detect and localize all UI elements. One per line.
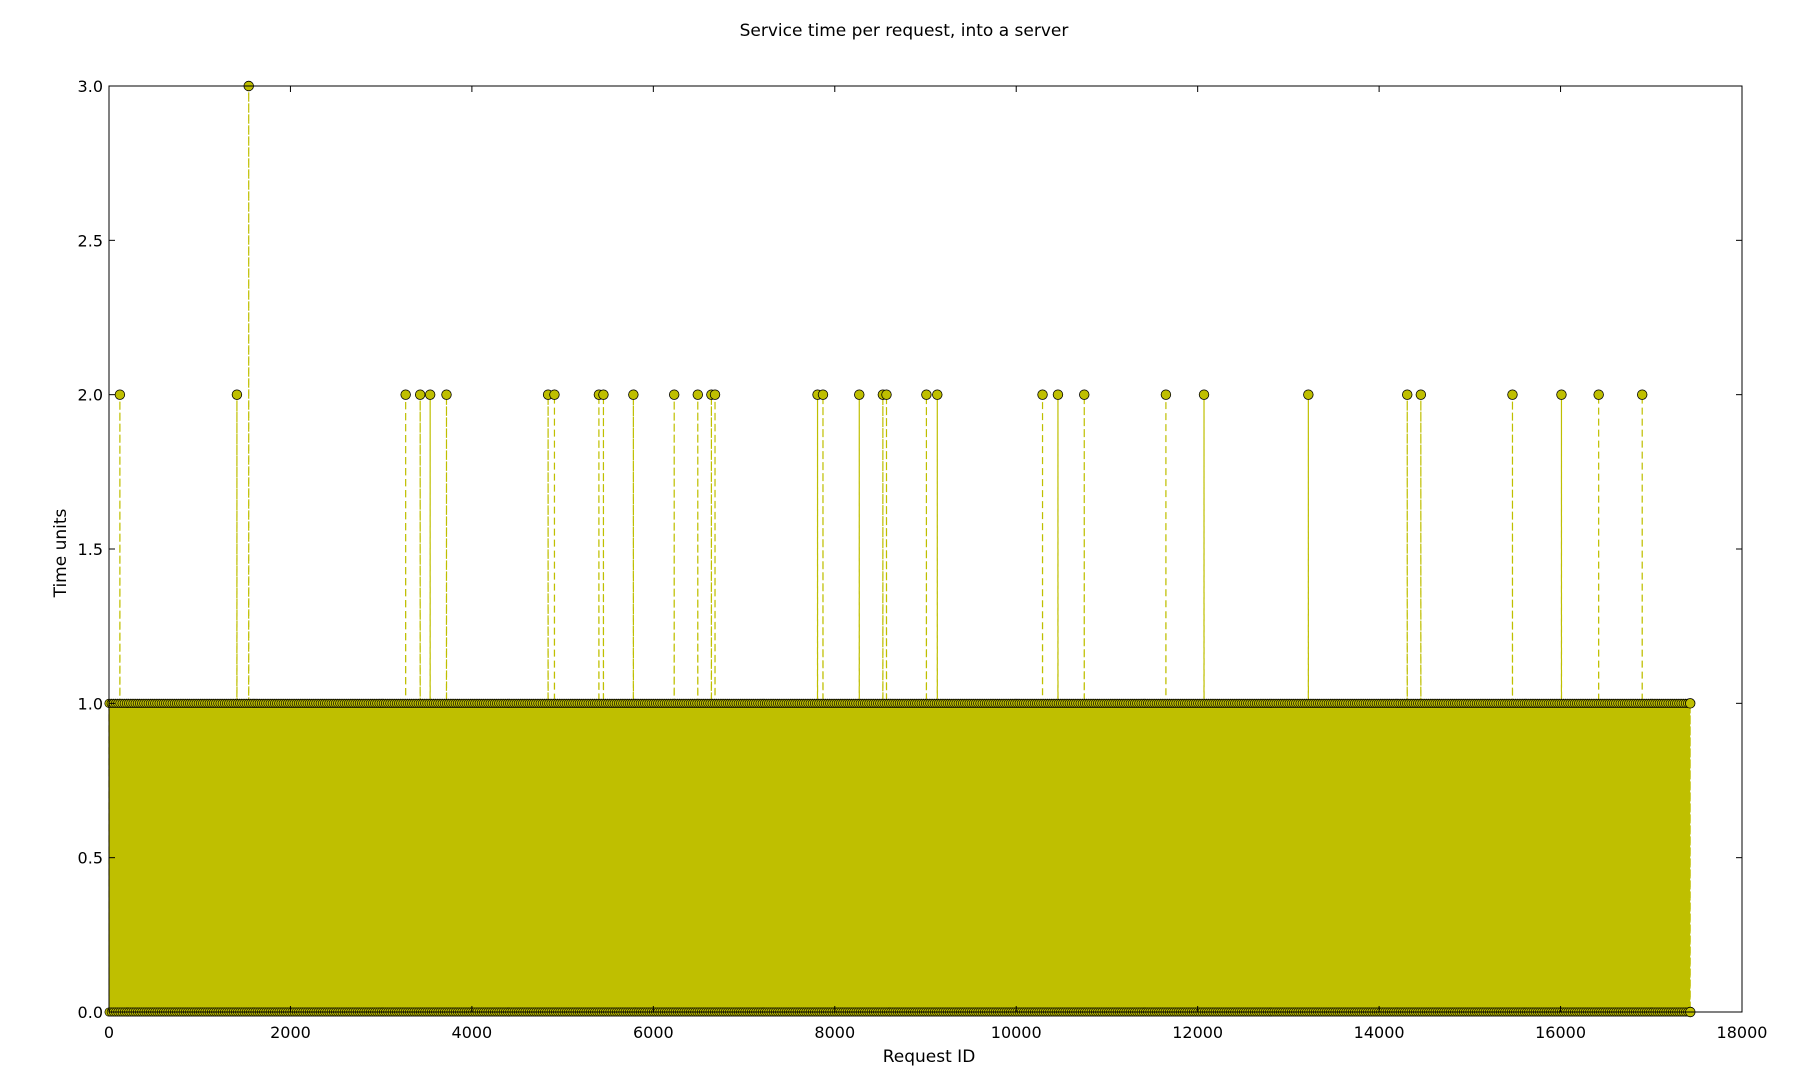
x-tick-label: 18000 (1717, 1023, 1768, 1042)
data-point-spike (441, 389, 452, 400)
data-point-spike (400, 389, 411, 400)
data-point-spike (692, 389, 703, 400)
y-tick-label: 0.0 (78, 1003, 103, 1022)
data-point-spike (1303, 389, 1314, 400)
data-point-spike (1037, 389, 1048, 400)
y-tick-label: 0.5 (78, 849, 103, 868)
y-axis-label: Time units (51, 508, 71, 598)
data-point-spike (817, 389, 829, 400)
data-point-spike (424, 389, 436, 400)
x-tick-label: 0 (104, 1023, 114, 1042)
data-point-spike (932, 389, 943, 400)
data-point-spike (921, 389, 932, 400)
x-tick-label: 16000 (1535, 1023, 1586, 1042)
x-tick-label: 14000 (1354, 1023, 1405, 1042)
data-point-spike (854, 389, 865, 400)
data-point-spike (1079, 389, 1090, 400)
y-tick-label: 2.5 (78, 231, 103, 250)
data-point-spike (549, 389, 560, 400)
x-tick-label: 8000 (814, 1023, 855, 1042)
data-point-spike (231, 389, 243, 400)
data-point-spike (881, 389, 892, 400)
data-point-spike (669, 389, 680, 400)
data-point-spike (1198, 389, 1210, 400)
y-tick-label: 3.0 (78, 77, 103, 96)
x-tick-label: 4000 (452, 1023, 493, 1042)
x-tick-label: 10000 (991, 1023, 1042, 1042)
x-axis-label: Request ID (883, 1047, 976, 1067)
data-point-spike (1637, 389, 1648, 400)
y-tick-label: 1.5 (78, 540, 103, 559)
y-axis: 0.0 0.5 1.0 1.5 2.0 2.5 3.0 (78, 77, 1742, 1022)
plot-area (104, 80, 1743, 1018)
x-tick-label: 12000 (1172, 1023, 1223, 1042)
x-axis: 0 2000 4000 6000 8000 10000 12000 14000 16000 180… (104, 86, 1768, 1042)
data-point-spike (628, 389, 639, 400)
y-tick-label: 2.0 (78, 386, 103, 405)
data-point-spike (1415, 389, 1427, 400)
data-point-spike (414, 389, 426, 400)
data-point-spike (1507, 389, 1518, 400)
data-point-spike (1402, 389, 1413, 400)
data-point-spike (1160, 389, 1172, 400)
data-point-spike (1052, 389, 1064, 400)
series-line (108, 85, 1691, 1013)
x-tick-label: 6000 (633, 1023, 674, 1042)
y-tick-label: 1.0 (78, 694, 103, 713)
data-point-spike (598, 389, 609, 400)
x-tick-label: 2000 (270, 1023, 311, 1042)
data-point-spike (114, 389, 126, 400)
data-point-spike (1556, 389, 1567, 400)
data-point-last-high (1684, 698, 1696, 709)
chart-title: Service time per request, into a server (740, 21, 1069, 41)
baseline-markers (104, 698, 1695, 1017)
data-point-spike (709, 389, 721, 400)
data-point-spike (1593, 389, 1604, 400)
